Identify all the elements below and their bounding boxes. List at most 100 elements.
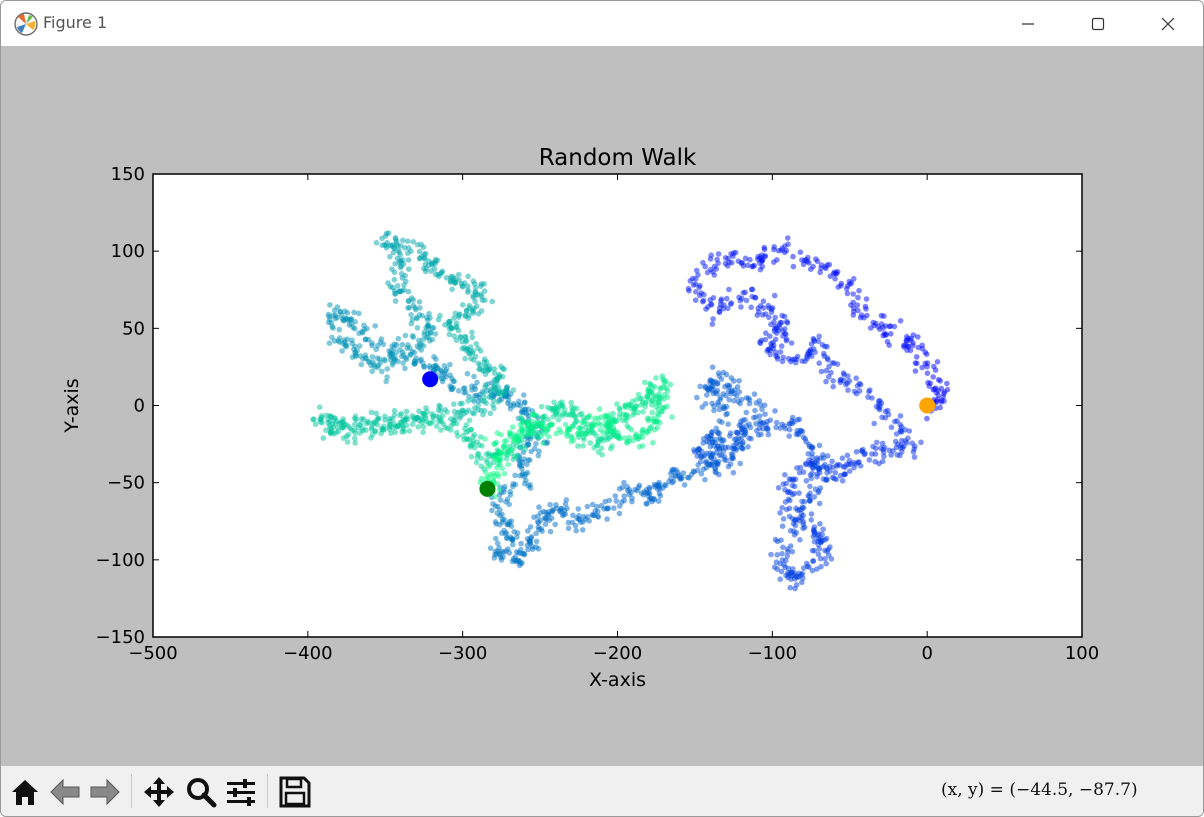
walk-point [878,445,884,452]
walk-point [845,387,851,393]
walk-point [792,522,799,529]
walk-point [746,400,753,407]
forward-button[interactable] [87,774,123,810]
walk-point [594,442,600,449]
walk-point [540,414,546,420]
walk-point [481,356,488,362]
walk-point [742,255,749,262]
walk-point [332,312,339,319]
walk-point [807,483,813,490]
save-button[interactable] [277,774,313,810]
walk-point [779,421,785,428]
walk-point [525,528,531,534]
title-bar[interactable]: Figure 1 [1,1,1203,46]
walk-point [811,538,818,545]
walk-point [494,430,501,436]
walk-point [410,334,417,341]
walk-point [891,323,898,330]
walk-point [617,435,623,442]
walk-point [421,410,427,417]
minimize-button[interactable] [993,1,1063,46]
walk-point [486,366,492,373]
walk-point [405,245,412,251]
walk-point [426,310,432,317]
walk-point [659,408,665,415]
home-button[interactable] [7,774,43,810]
walk-point [856,287,862,294]
walk-point [742,417,748,423]
close-button[interactable] [1133,1,1203,46]
walk-point [497,497,504,503]
walk-point [915,334,921,340]
walk-point [360,416,367,422]
matplotlib-logo-icon [14,12,38,36]
walk-point [751,414,757,421]
walk-point [460,385,467,392]
walk-point [507,406,514,412]
walk-point [760,298,767,304]
walk-point [746,435,752,441]
walk-point [344,439,351,445]
walk-point [726,397,732,403]
sliders-icon [227,779,255,806]
walk-point [373,410,380,417]
walk-point [393,350,400,356]
walk-point [799,579,805,586]
walk-point [373,240,380,246]
x-tick-label: −500 [128,643,177,664]
walk-point [905,343,911,350]
walk-point [737,460,743,467]
walk-point [335,337,342,344]
walk-point [800,565,807,571]
walk-point [815,551,822,557]
walk-point [477,362,484,368]
walk-point [372,420,379,426]
walk-point [692,281,699,287]
walk-point [501,438,508,445]
walk-point [410,415,417,421]
walk-point [380,423,387,430]
back-button[interactable] [47,774,83,810]
walk-point [379,368,385,375]
zoom-button[interactable] [183,774,219,810]
walk-point [519,472,526,478]
walk-point [363,427,369,433]
walk-point [817,521,823,527]
walk-point [782,425,789,432]
walk-point [804,258,811,265]
walk-point [491,370,498,376]
walk-point [439,370,446,376]
walk-point [533,440,539,447]
walk-point [707,256,714,262]
figure-canvas[interactable]: −500 −400 −300 −200 −100 0 100 −150 −100 −50 0 50 10… [1,46,1203,766]
walk-point [636,482,643,489]
walk-point [421,251,428,257]
walk-point [561,507,568,513]
maximize-button[interactable] [1063,1,1133,46]
walk-point [614,401,620,407]
walk-point [774,257,780,263]
walk-point [535,520,542,526]
walk-point [711,407,717,414]
walk-point [425,323,432,329]
walk-point [416,255,423,262]
walk-point [878,321,885,327]
random-walk-chart[interactable]: −500 −400 −300 −200 −100 0 100−150−100−5005010… [1,46,1203,766]
toolbar-separator [267,774,268,808]
walk-point [695,462,701,468]
walk-point [482,384,488,391]
walk-point [738,445,745,451]
walk-point [858,312,865,318]
walk-point [712,465,718,471]
walk-point [863,296,870,302]
walk-point [402,417,408,423]
configure-subplots-button[interactable] [223,774,259,810]
walk-point [524,461,530,468]
walk-point [566,412,572,418]
walk-point [616,486,623,492]
walk-point [893,431,900,437]
walk-point [866,457,873,463]
pan-button[interactable] [141,774,177,810]
walk-point [503,530,510,536]
walk-point [465,273,471,280]
